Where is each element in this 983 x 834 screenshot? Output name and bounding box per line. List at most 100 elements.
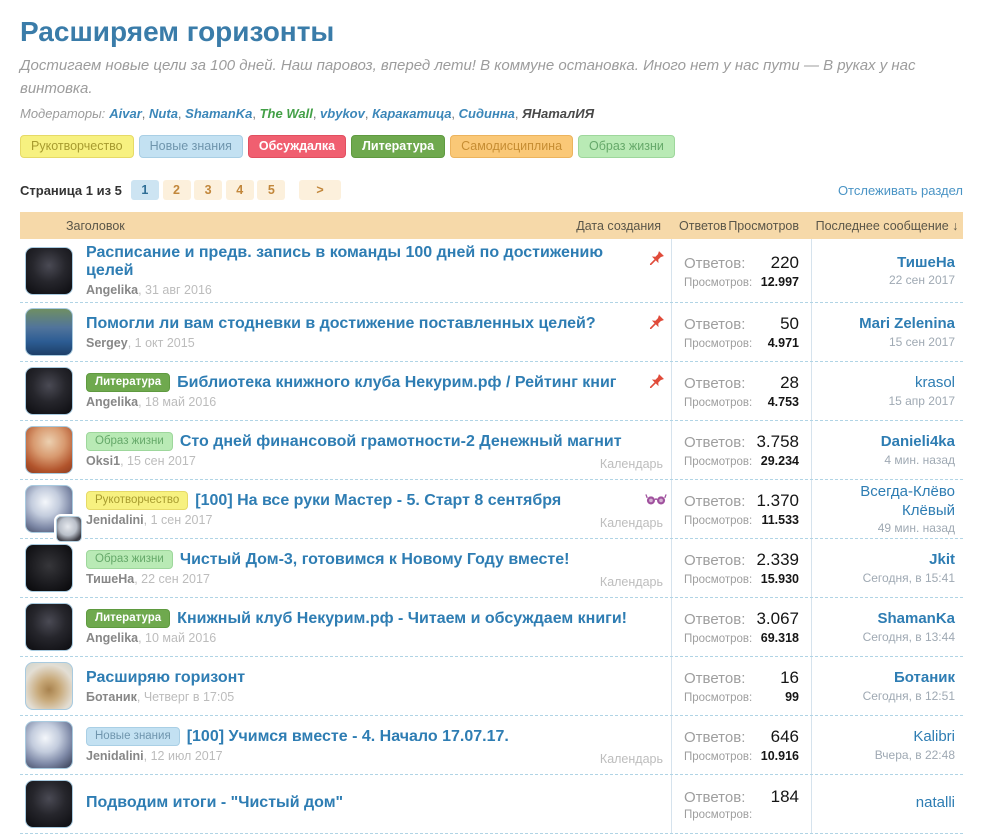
topic-author-link[interactable]: Jenidalini [86, 749, 144, 763]
topic-title-link[interactable]: Сто дней финансовой грамотности-2 Денежн… [179, 433, 622, 450]
topic-author-link[interactable]: Angelika [86, 631, 139, 645]
page-button[interactable]: 4 [225, 180, 254, 200]
col-last-message-sort[interactable]: Последнее сообщение ↓ [815, 218, 959, 233]
avatar[interactable] [25, 308, 73, 356]
tag-filter-pill[interactable]: Самодисциплина [450, 135, 574, 158]
tag-filter-pill[interactable]: Образ жизни [578, 135, 675, 158]
last-poster-link[interactable]: Jkit [929, 551, 955, 569]
topic-author-link[interactable]: Angelika [86, 395, 139, 409]
topic-byline: Jenidalini, 12 июл 2017 [86, 749, 509, 763]
avatar[interactable] [25, 721, 73, 769]
tag-filter-pill[interactable]: Обсуждалка [247, 135, 347, 158]
topic-author-link[interactable]: Jenidalini [86, 513, 144, 527]
replies-line: Ответов: 16 [684, 668, 799, 688]
topic-author-link[interactable]: Angelika [86, 283, 139, 297]
topic-row: Расширяю горизонт Ботаник, Четверг в 17:… [20, 657, 963, 716]
last-poster-link[interactable]: krasol [914, 374, 955, 392]
topic-created-date: , 10 май 2016 [138, 631, 217, 645]
replies-line: Ответов: 28 [684, 373, 799, 393]
topic-tag[interactable]: Новые знания [86, 727, 180, 746]
topic-author-link[interactable]: Ботаник [86, 689, 137, 704]
topic-tag[interactable]: Рукотворчество [86, 491, 189, 510]
replies-label: Ответов: [684, 254, 746, 272]
last-poster-link[interactable]: Всегда-Клёво Клёвый [860, 482, 955, 519]
page-button[interactable]: 1 [130, 180, 159, 200]
tag-filter-pill[interactable]: Литература [351, 135, 446, 158]
replies-value: 646 [770, 727, 799, 746]
views-line: Просмотров: 12.997 [684, 275, 799, 289]
last-message-cell: ТишеНа 22 сен 2017 [811, 239, 963, 302]
avatar[interactable] [25, 426, 73, 474]
last-poster-link[interactable]: ShamanKa [877, 610, 955, 628]
avatar[interactable] [25, 780, 73, 828]
last-poster-link[interactable]: Danieli4ka [880, 433, 955, 451]
topic-main: Помогли ли вам стодневки в достижение по… [86, 315, 596, 350]
topic-author-link[interactable]: Oksi1 [86, 454, 121, 468]
col-views: Просмотров [728, 218, 799, 233]
last-message-cell: Всегда-Клёво Клёвый 49 мин. назад [811, 480, 963, 538]
topic-created-date: , 12 июл 2017 [143, 749, 223, 763]
last-poster-link[interactable]: Mari Zelenina [859, 315, 955, 333]
topic-title-link[interactable]: Библиотека книжного клуба Некурим.рф / Р… [177, 374, 617, 391]
last-poster-link[interactable]: Ботаник [893, 669, 955, 687]
topic-author-link[interactable]: Sergey [86, 335, 128, 350]
views-label: Просмотров: [684, 515, 753, 527]
moderator-link[interactable]: Каракатица [372, 106, 452, 121]
topic-author-link[interactable]: ТишеНа [86, 572, 135, 586]
avatar[interactable] [25, 246, 73, 295]
topic-created-date: , 18 май 2016 [138, 395, 217, 409]
topic-row: Новые знания [100] Учимся вместе - 4. Нач… [20, 716, 963, 775]
topic-byline: Angelika, 31 авг 2016 [86, 283, 641, 297]
topic-title-link[interactable]: [100] Учимся вместе - 4. Начало 17.07.17… [186, 728, 509, 745]
calendar-label: Календарь [599, 752, 663, 766]
topic-title-link[interactable]: Подводим итоги - "Чистый дом" [86, 793, 344, 811]
moderator-link[interactable]: vbykov [320, 106, 365, 121]
forum-page: Расширяем горизонты Достигаем новые цели… [0, 16, 983, 834]
topic-cell: Расширяю горизонт Ботаник, Четверг в 17:… [20, 657, 671, 715]
follow-section-link[interactable]: Отслеживать раздел [837, 182, 963, 198]
stats-cell: Ответов: 646 Просмотров: 10.916 [671, 716, 811, 774]
tag-filter-pill[interactable]: Новые знания [138, 135, 243, 158]
last-poster-link[interactable]: ТишеНа [897, 253, 955, 271]
topic-byline: Angelika, 10 май 2016 [86, 631, 627, 645]
last-message-cell: krasol 15 апр 2017 [811, 362, 963, 420]
topic-title-link[interactable]: Книжный клуб Некурим.рф - Читаем и обсуж… [177, 610, 628, 627]
topic-created-date: , 15 сен 2017 [120, 454, 196, 468]
moderator-link[interactable]: Nuta [149, 106, 178, 121]
topic-tag[interactable]: Образ жизни [86, 550, 173, 569]
topic-cell: Расписание и предв. запись в команды 100… [20, 239, 671, 302]
topic-title-link[interactable]: Чистый Дом-3, готовимся к Новому Году вм… [179, 551, 570, 568]
topic-tag[interactable]: Литература [86, 609, 171, 628]
next-page-button[interactable]: > [299, 180, 342, 200]
views-label: Просмотров: [684, 751, 753, 763]
moderator-link[interactable]: The Wall [259, 106, 313, 121]
table-header: Заголовок Дата создания Ответов Просмотр… [20, 212, 963, 239]
avatar[interactable] [25, 662, 73, 710]
topic-tag[interactable]: Образ жизни [86, 432, 173, 451]
replies-line: Ответов: 3.758 [684, 432, 799, 452]
col-title: Заголовок [66, 218, 125, 233]
topic-title-link[interactable]: Помогли ли вам стодневки в достижение по… [86, 314, 596, 332]
avatar[interactable] [25, 367, 73, 415]
page-button[interactable]: 3 [194, 180, 223, 200]
topic-title-link[interactable]: [100] На все руки Мастер - 5. Старт 8 се… [195, 492, 562, 509]
moderator-link[interactable]: Aivar [109, 106, 142, 121]
topic-tag[interactable]: Литература [86, 373, 171, 392]
moderator-link[interactable]: ShamanKa [185, 106, 253, 121]
last-poster-link[interactable]: Kalibri [913, 728, 955, 746]
page-button[interactable]: 2 [162, 180, 191, 200]
last-poster-link[interactable]: natalli [915, 794, 955, 812]
last-post-time: Сегодня, в 12:51 [862, 688, 955, 703]
separator: , [252, 106, 260, 121]
replies-line: Ответов: 2.339 [684, 550, 799, 570]
avatar[interactable] [25, 544, 73, 592]
topic-title-link[interactable]: Расписание и предв. запись в команды 100… [86, 244, 604, 279]
tag-filter-pill[interactable]: Рукотворчество [20, 135, 134, 158]
page-button[interactable]: 5 [257, 180, 286, 200]
stats-cell: Ответов: 28 Просмотров: 4.753 [671, 362, 811, 420]
topic-title-link[interactable]: Расширяю горизонт [86, 668, 246, 686]
avatar[interactable] [25, 603, 73, 651]
moderator-link[interactable]: ЯНаталИЯ [522, 106, 595, 121]
moderator-link[interactable]: Сидинна [458, 106, 515, 121]
avatar[interactable] [25, 485, 82, 542]
